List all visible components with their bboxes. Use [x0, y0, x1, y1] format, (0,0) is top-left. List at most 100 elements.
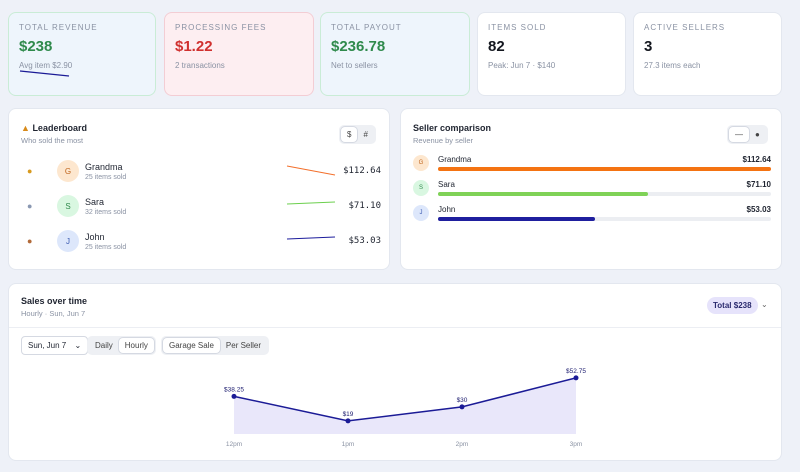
total-badge: Total $238: [707, 297, 758, 314]
avatar: G: [413, 155, 429, 171]
stat-label: TOTAL REVENUE: [19, 23, 98, 32]
sales-point[interactable]: [231, 393, 237, 399]
comparison-row[interactable]: S Sara $71.10: [413, 180, 771, 202]
stat-value: 3: [644, 38, 653, 55]
seller-amount: $53.03: [348, 236, 381, 246]
avatar: J: [57, 230, 79, 252]
toggle-count[interactable]: #: [363, 130, 368, 139]
leaderboard-row[interactable]: ● J John 25 items sold $53.03: [27, 227, 383, 257]
collapse-chevron-icon[interactable]: ⌄: [761, 300, 768, 309]
data-label: $38.25: [224, 386, 244, 393]
seller-name: Sara: [85, 197, 105, 207]
stat-card-total-revenue: TOTAL REVENUE $238 Avg item $2.90: [8, 12, 156, 96]
seller-name: Grandma: [85, 162, 123, 172]
comparison-view-toggle: — ●: [727, 125, 768, 144]
comparison-subtitle: Revenue by seller: [413, 136, 474, 145]
seller-comparison-panel: Seller comparison Revenue by seller — ● …: [400, 108, 782, 270]
sales-title: Sales over time: [21, 296, 88, 306]
comparison-title: Seller comparison: [413, 123, 492, 133]
x-tick-label: 1pm: [342, 441, 355, 448]
tab-daily[interactable]: Daily: [95, 341, 113, 350]
leaderboard-header: ▲ Leaderboard Who sold the most: [21, 123, 87, 145]
seller-name: John: [85, 232, 105, 242]
stat-card-active-sellers: ACTIVE SELLERS 3 27.3 items each: [633, 12, 782, 96]
trend-sparkline: [19, 70, 70, 77]
x-tick-label: 2pm: [456, 441, 469, 448]
seller-name: Sara: [438, 180, 455, 189]
revenue-bar-track: [438, 167, 771, 171]
leaderboard-row[interactable]: ● S Sara 32 items sold $71.10: [27, 192, 383, 222]
revenue-bar: [438, 192, 648, 196]
pie-view-icon[interactable]: ●: [755, 130, 760, 139]
stat-value: $1.22: [175, 38, 213, 55]
items-sold: 25 items sold: [85, 244, 127, 251]
sales-point[interactable]: [345, 418, 351, 424]
date-select-value: Sun, Jun 7: [28, 341, 67, 350]
sales-chart: $38.25 12pm $19 1pm $30 2pm $52.75 3pm: [224, 368, 586, 448]
bronze-medal-icon: ●: [27, 236, 33, 246]
seller-sparkline: [286, 201, 336, 205]
data-label: $19: [343, 411, 354, 418]
sales-line: [233, 377, 577, 422]
stat-value: $238: [19, 38, 53, 55]
stat-label: ITEMS SOLD: [488, 23, 547, 32]
seller-name: Grandma: [438, 155, 472, 164]
stat-value: 82: [488, 38, 505, 55]
comparison-header: Seller comparison Revenue by seller: [413, 123, 491, 145]
avatar: J: [413, 205, 429, 221]
seller-amount: $71.10: [746, 180, 771, 189]
stat-label: ACTIVE SELLERS: [644, 23, 726, 32]
silver-medal-icon: ●: [27, 201, 33, 211]
seller-amount: $112.64: [742, 155, 771, 164]
comparison-row[interactable]: J John $53.03: [413, 205, 771, 227]
avatar: S: [413, 180, 429, 196]
sales-point[interactable]: [573, 375, 579, 381]
stat-sub: Peak: Jun 7 · $140: [488, 61, 556, 70]
revenue-bar: [438, 167, 771, 171]
stat-card-total-payout: TOTAL PAYOUT $236.78 Net to sellers: [320, 12, 470, 96]
bar-view-icon[interactable]: —: [729, 127, 749, 142]
seller-name: John: [438, 205, 456, 214]
tab-per-seller[interactable]: Per Seller: [225, 341, 262, 350]
x-tick-label: 12pm: [226, 441, 242, 448]
leaderboard-title: Leaderboard: [32, 123, 87, 133]
view-toggle: Garage Sale Per Seller: [161, 336, 270, 355]
revenue-bar-track: [438, 217, 771, 221]
leaderboard-subtitle: Who sold the most: [21, 136, 84, 145]
seller-amount: $53.03: [746, 205, 771, 214]
gold-medal-icon: ●: [27, 166, 33, 176]
granularity-toggle: Daily Hourly: [87, 336, 156, 355]
data-label: $30: [457, 397, 468, 404]
stat-label: PROCESSING FEES: [175, 23, 267, 32]
stat-sub: 2 transactions: [175, 61, 225, 70]
data-label: $52.75: [566, 368, 586, 375]
stat-card-items-sold: ITEMS SOLD 82 Peak: Jun 7 · $140: [477, 12, 626, 96]
divider: [9, 327, 781, 328]
stat-card-processing-fees: PROCESSING FEES $1.22 2 transactions: [164, 12, 314, 96]
sales-subtitle: Hourly · Sun, Jun 7: [21, 309, 86, 318]
leaderboard-panel: ▲ Leaderboard Who sold the most $ # ● G …: [8, 108, 390, 270]
comparison-row[interactable]: G Grandma $112.64: [413, 155, 771, 177]
x-tick-label: 3pm: [570, 441, 583, 448]
avatar: S: [57, 195, 79, 217]
tab-garage-sale[interactable]: Garage Sale: [163, 338, 220, 353]
items-sold: 25 items sold: [85, 174, 127, 181]
avatar: G: [57, 160, 79, 182]
toggle-dollar[interactable]: $: [341, 127, 358, 142]
leaderboard-metric-toggle: $ #: [339, 125, 376, 144]
stat-value: $236.78: [331, 38, 386, 55]
leaderboard-row[interactable]: ● G Grandma 25 items sold $112.64: [27, 157, 383, 187]
sales-over-time-panel: Sales over time Hourly · Sun, Jun 7 Sun,…: [8, 283, 782, 461]
sales-point[interactable]: [459, 404, 465, 410]
stat-sub: Net to sellers: [331, 61, 378, 70]
sales-header: Sales over time Hourly · Sun, Jun 7: [21, 296, 87, 318]
stat-label: TOTAL PAYOUT: [331, 23, 402, 32]
revenue-bar: [438, 217, 595, 221]
date-select[interactable]: Sun, Jun 7 ⌄: [21, 336, 89, 355]
seller-sparkline: [286, 236, 336, 240]
trophy-icon: ▲: [21, 123, 30, 133]
items-sold: 32 items sold: [85, 209, 127, 216]
tab-hourly[interactable]: Hourly: [118, 338, 154, 353]
seller-amount: $112.64: [343, 166, 381, 176]
seller-sparkline: [286, 165, 336, 176]
